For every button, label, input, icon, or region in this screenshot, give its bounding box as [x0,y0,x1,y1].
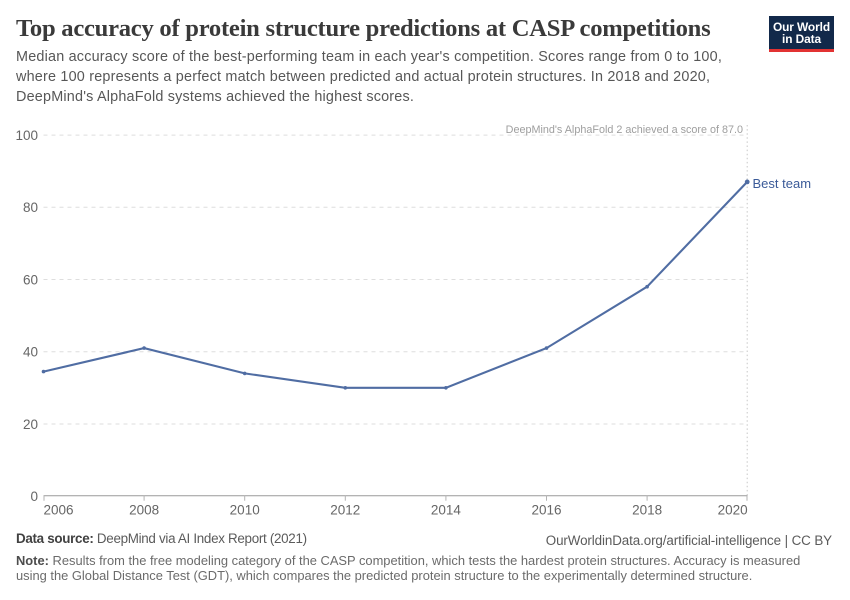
svg-text:60: 60 [23,272,38,287]
svg-text:2012: 2012 [330,502,360,517]
svg-text:2006: 2006 [44,502,74,517]
svg-text:2010: 2010 [230,502,260,517]
svg-text:DeepMind's AlphaFold 2 achieve: DeepMind's AlphaFold 2 achieved a score … [506,124,743,136]
svg-text:Best team: Best team [753,176,812,191]
svg-text:2016: 2016 [531,502,561,517]
svg-text:0: 0 [30,489,38,504]
svg-text:2008: 2008 [129,502,159,517]
svg-text:40: 40 [23,345,38,360]
svg-text:2014: 2014 [431,502,462,517]
svg-text:2020: 2020 [718,502,748,517]
svg-text:20: 20 [23,417,38,432]
svg-text:2018: 2018 [632,502,662,517]
svg-text:100: 100 [15,128,38,143]
svg-text:80: 80 [23,200,38,215]
